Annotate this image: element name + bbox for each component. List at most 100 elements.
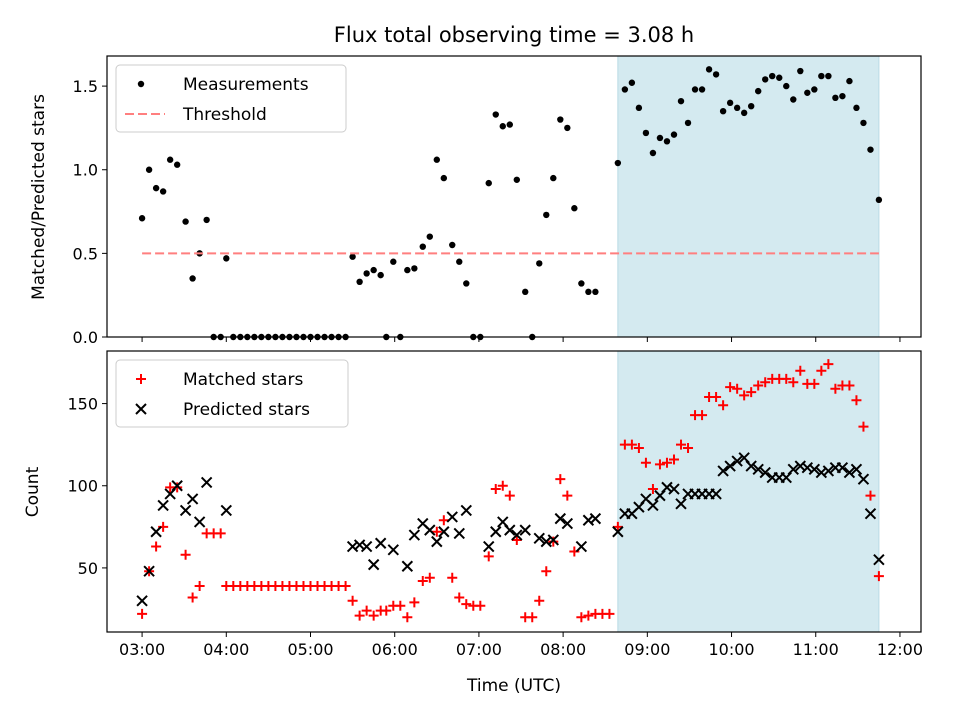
- data-point: [541, 566, 552, 577]
- data-point: [554, 512, 567, 525]
- data-point: [519, 524, 531, 536]
- data-point: [808, 463, 821, 476]
- data-point: [649, 149, 657, 157]
- data-point: [485, 179, 492, 187]
- x-tick-label: 05:00: [287, 640, 333, 659]
- data-point: [783, 82, 790, 90]
- data-point: [867, 146, 874, 153]
- data-point: [390, 258, 397, 265]
- data-point: [150, 526, 162, 538]
- data-point: [347, 595, 358, 606]
- data-point: [781, 373, 792, 384]
- data-point: [186, 493, 199, 505]
- data-point: [504, 490, 515, 501]
- data-point: [419, 243, 426, 250]
- legend-label: Threshold: [182, 105, 267, 125]
- data-point: [438, 526, 450, 538]
- data-point: [536, 260, 543, 267]
- shaded-region: [617, 55, 880, 338]
- x-tick-label: 03:00: [119, 640, 165, 659]
- data-point: [460, 504, 472, 517]
- data-point: [675, 498, 687, 510]
- data-point: [431, 535, 443, 548]
- data-point: [440, 174, 448, 182]
- data-point: [705, 66, 713, 73]
- data-point: [548, 536, 559, 547]
- data-point: [187, 592, 198, 603]
- data-point: [677, 97, 685, 105]
- data-point: [818, 72, 825, 80]
- y-tick-label: 1.0: [73, 161, 98, 180]
- data-point: [152, 184, 160, 192]
- data-point: [790, 96, 797, 103]
- data-point: [873, 553, 885, 566]
- data-point: [668, 483, 680, 495]
- data-point: [151, 541, 162, 552]
- data-point: [571, 205, 578, 212]
- data-point: [454, 592, 465, 603]
- data-point: [816, 365, 827, 376]
- data-point: [356, 278, 363, 286]
- data-point: [461, 599, 472, 610]
- data-point: [492, 111, 499, 118]
- data-point: [543, 211, 550, 219]
- data-point: [718, 400, 729, 411]
- data-point: [661, 457, 672, 468]
- data-point: [822, 465, 835, 477]
- data-point: [145, 166, 153, 173]
- data-point: [401, 560, 414, 572]
- data-point: [180, 549, 191, 560]
- data-point: [368, 610, 379, 621]
- data-point: [367, 558, 380, 571]
- data-point: [404, 266, 411, 274]
- data-point: [843, 466, 856, 479]
- data-point: [864, 507, 877, 520]
- data-point: [668, 454, 679, 465]
- y-tick-label: 50: [78, 559, 98, 578]
- data-point: [431, 526, 442, 537]
- data-point: [769, 72, 776, 80]
- data-point: [873, 571, 884, 582]
- data-point: [547, 534, 560, 546]
- data-point: [575, 540, 588, 553]
- data-point: [475, 600, 486, 611]
- x-axis-label: Time (UTC): [466, 676, 561, 696]
- data-point: [726, 99, 734, 107]
- data-point: [740, 109, 748, 117]
- data-point: [203, 216, 210, 224]
- data-point: [497, 480, 508, 491]
- data-point: [759, 466, 771, 479]
- data-point: [363, 270, 370, 277]
- data-point: [583, 610, 594, 621]
- data-point: [550, 174, 557, 182]
- data-point: [173, 161, 181, 168]
- legend-label: Measurements: [183, 75, 309, 95]
- data-point: [604, 608, 615, 619]
- data-point: [490, 526, 502, 538]
- data-point: [635, 104, 643, 112]
- data-point: [746, 387, 757, 398]
- data-point: [370, 266, 377, 274]
- data-point: [811, 86, 818, 93]
- data-point: [654, 459, 665, 470]
- data-point: [408, 529, 421, 541]
- data-point: [753, 380, 764, 391]
- data-point: [719, 107, 727, 115]
- data-point: [417, 576, 428, 587]
- data-point: [787, 463, 799, 476]
- axes-frame: [106, 55, 922, 338]
- data-point: [215, 528, 226, 539]
- data-point: [711, 392, 722, 403]
- legend-swatch: [136, 374, 146, 384]
- legend-box: [115, 64, 347, 133]
- data-point: [825, 72, 832, 80]
- data-point: [670, 131, 678, 138]
- data-point: [732, 383, 743, 394]
- data-point: [490, 484, 501, 495]
- data-point: [138, 215, 146, 222]
- data-point: [745, 460, 757, 472]
- legend: Matched stars Predicted stars: [115, 359, 349, 428]
- data-point: [223, 255, 230, 262]
- data-point: [534, 595, 545, 606]
- data-point: [647, 484, 658, 495]
